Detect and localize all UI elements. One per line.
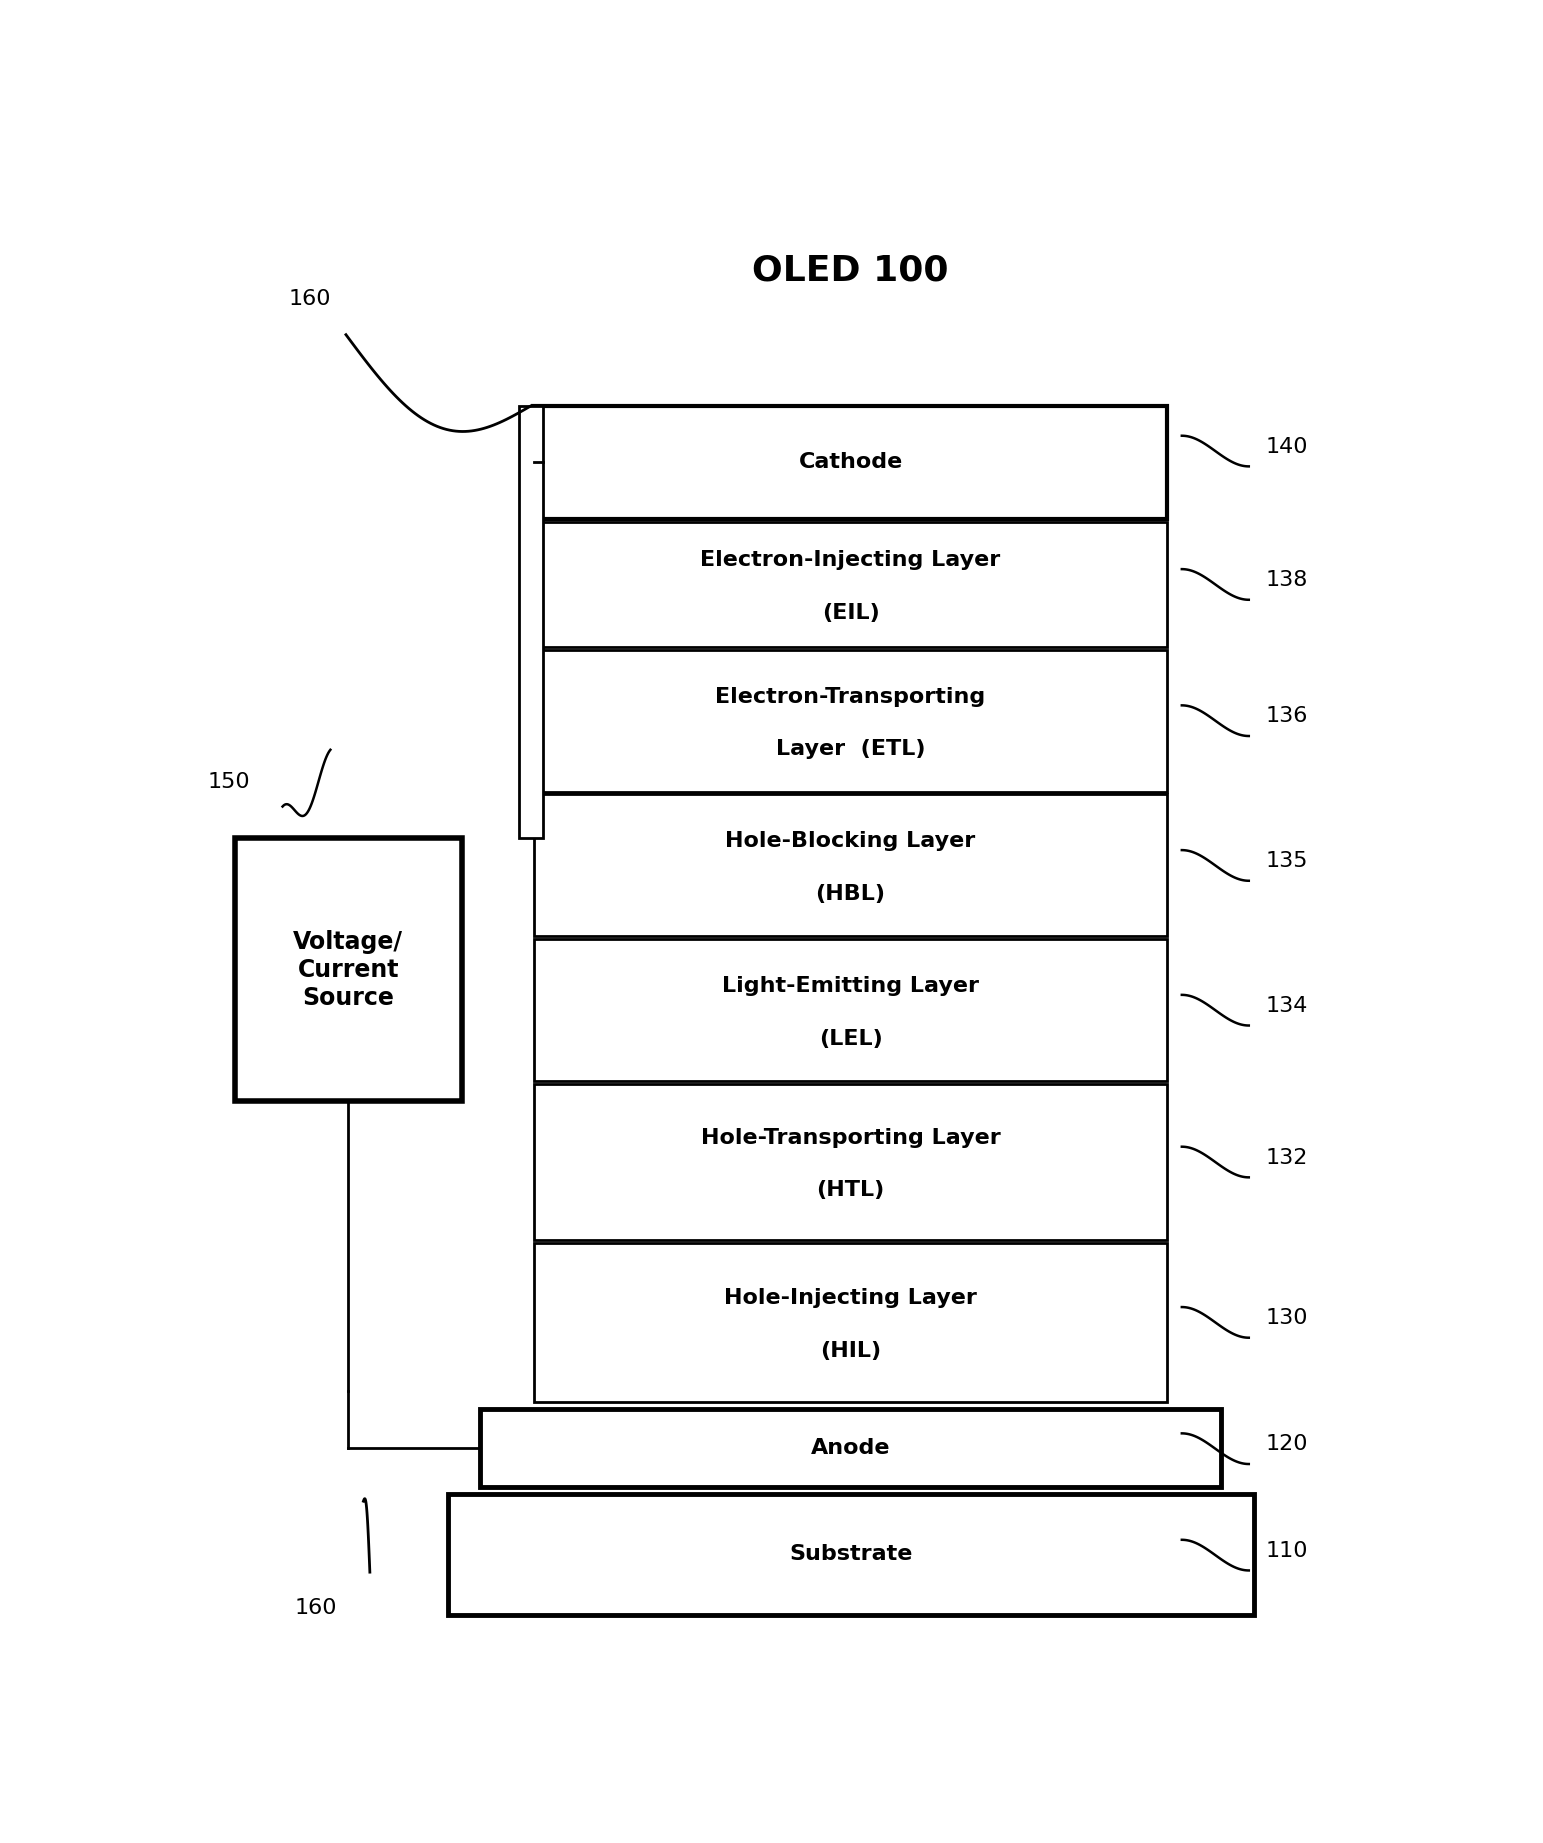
Bar (447, 1495, 1253, 1614)
Bar (534, 940, 1168, 1082)
Bar (534, 651, 1168, 792)
Text: Hole-Injecting Layer: Hole-Injecting Layer (724, 1288, 977, 1309)
Bar (520, 405, 543, 839)
Text: Electron-Injecting Layer: Electron-Injecting Layer (701, 551, 1001, 569)
Text: 160: 160 (289, 289, 332, 310)
Text: Hole-Transporting Layer: Hole-Transporting Layer (701, 1128, 1000, 1148)
Bar (534, 1084, 1168, 1240)
Text: 110: 110 (1265, 1541, 1308, 1561)
Bar (534, 405, 1168, 520)
Text: (HTL): (HTL) (816, 1180, 884, 1200)
Text: OLED 100: OLED 100 (753, 254, 949, 288)
Text: 134: 134 (1265, 995, 1308, 1015)
Text: Hole-Blocking Layer: Hole-Blocking Layer (725, 831, 975, 851)
Text: Cathode: Cathode (798, 452, 903, 472)
Text: 135: 135 (1265, 851, 1308, 872)
Bar (480, 1408, 1222, 1487)
Text: (EIL): (EIL) (822, 603, 880, 623)
Bar (235, 839, 461, 1100)
Text: Electron-Transporting: Electron-Transporting (716, 687, 986, 706)
Text: 138: 138 (1265, 569, 1308, 590)
Text: Substrate: Substrate (788, 1544, 912, 1565)
Text: (HIL): (HIL) (819, 1340, 881, 1360)
Text: (LEL): (LEL) (819, 1028, 883, 1049)
Text: Layer  (ETL): Layer (ETL) (776, 739, 926, 759)
Text: Anode: Anode (810, 1438, 890, 1458)
Bar (534, 794, 1168, 936)
Bar (534, 522, 1168, 647)
Text: 140: 140 (1265, 437, 1308, 457)
Text: (HBL): (HBL) (816, 885, 886, 903)
Text: Voltage/
Current
Source: Voltage/ Current Source (293, 931, 403, 1010)
Text: 160: 160 (295, 1598, 338, 1618)
Bar (534, 1242, 1168, 1403)
Text: 150: 150 (207, 772, 250, 792)
Text: 120: 120 (1265, 1434, 1308, 1454)
Text: 136: 136 (1265, 706, 1308, 726)
Text: 132: 132 (1265, 1148, 1308, 1168)
Text: Light-Emitting Layer: Light-Emitting Layer (722, 977, 980, 995)
Text: 130: 130 (1265, 1309, 1308, 1329)
